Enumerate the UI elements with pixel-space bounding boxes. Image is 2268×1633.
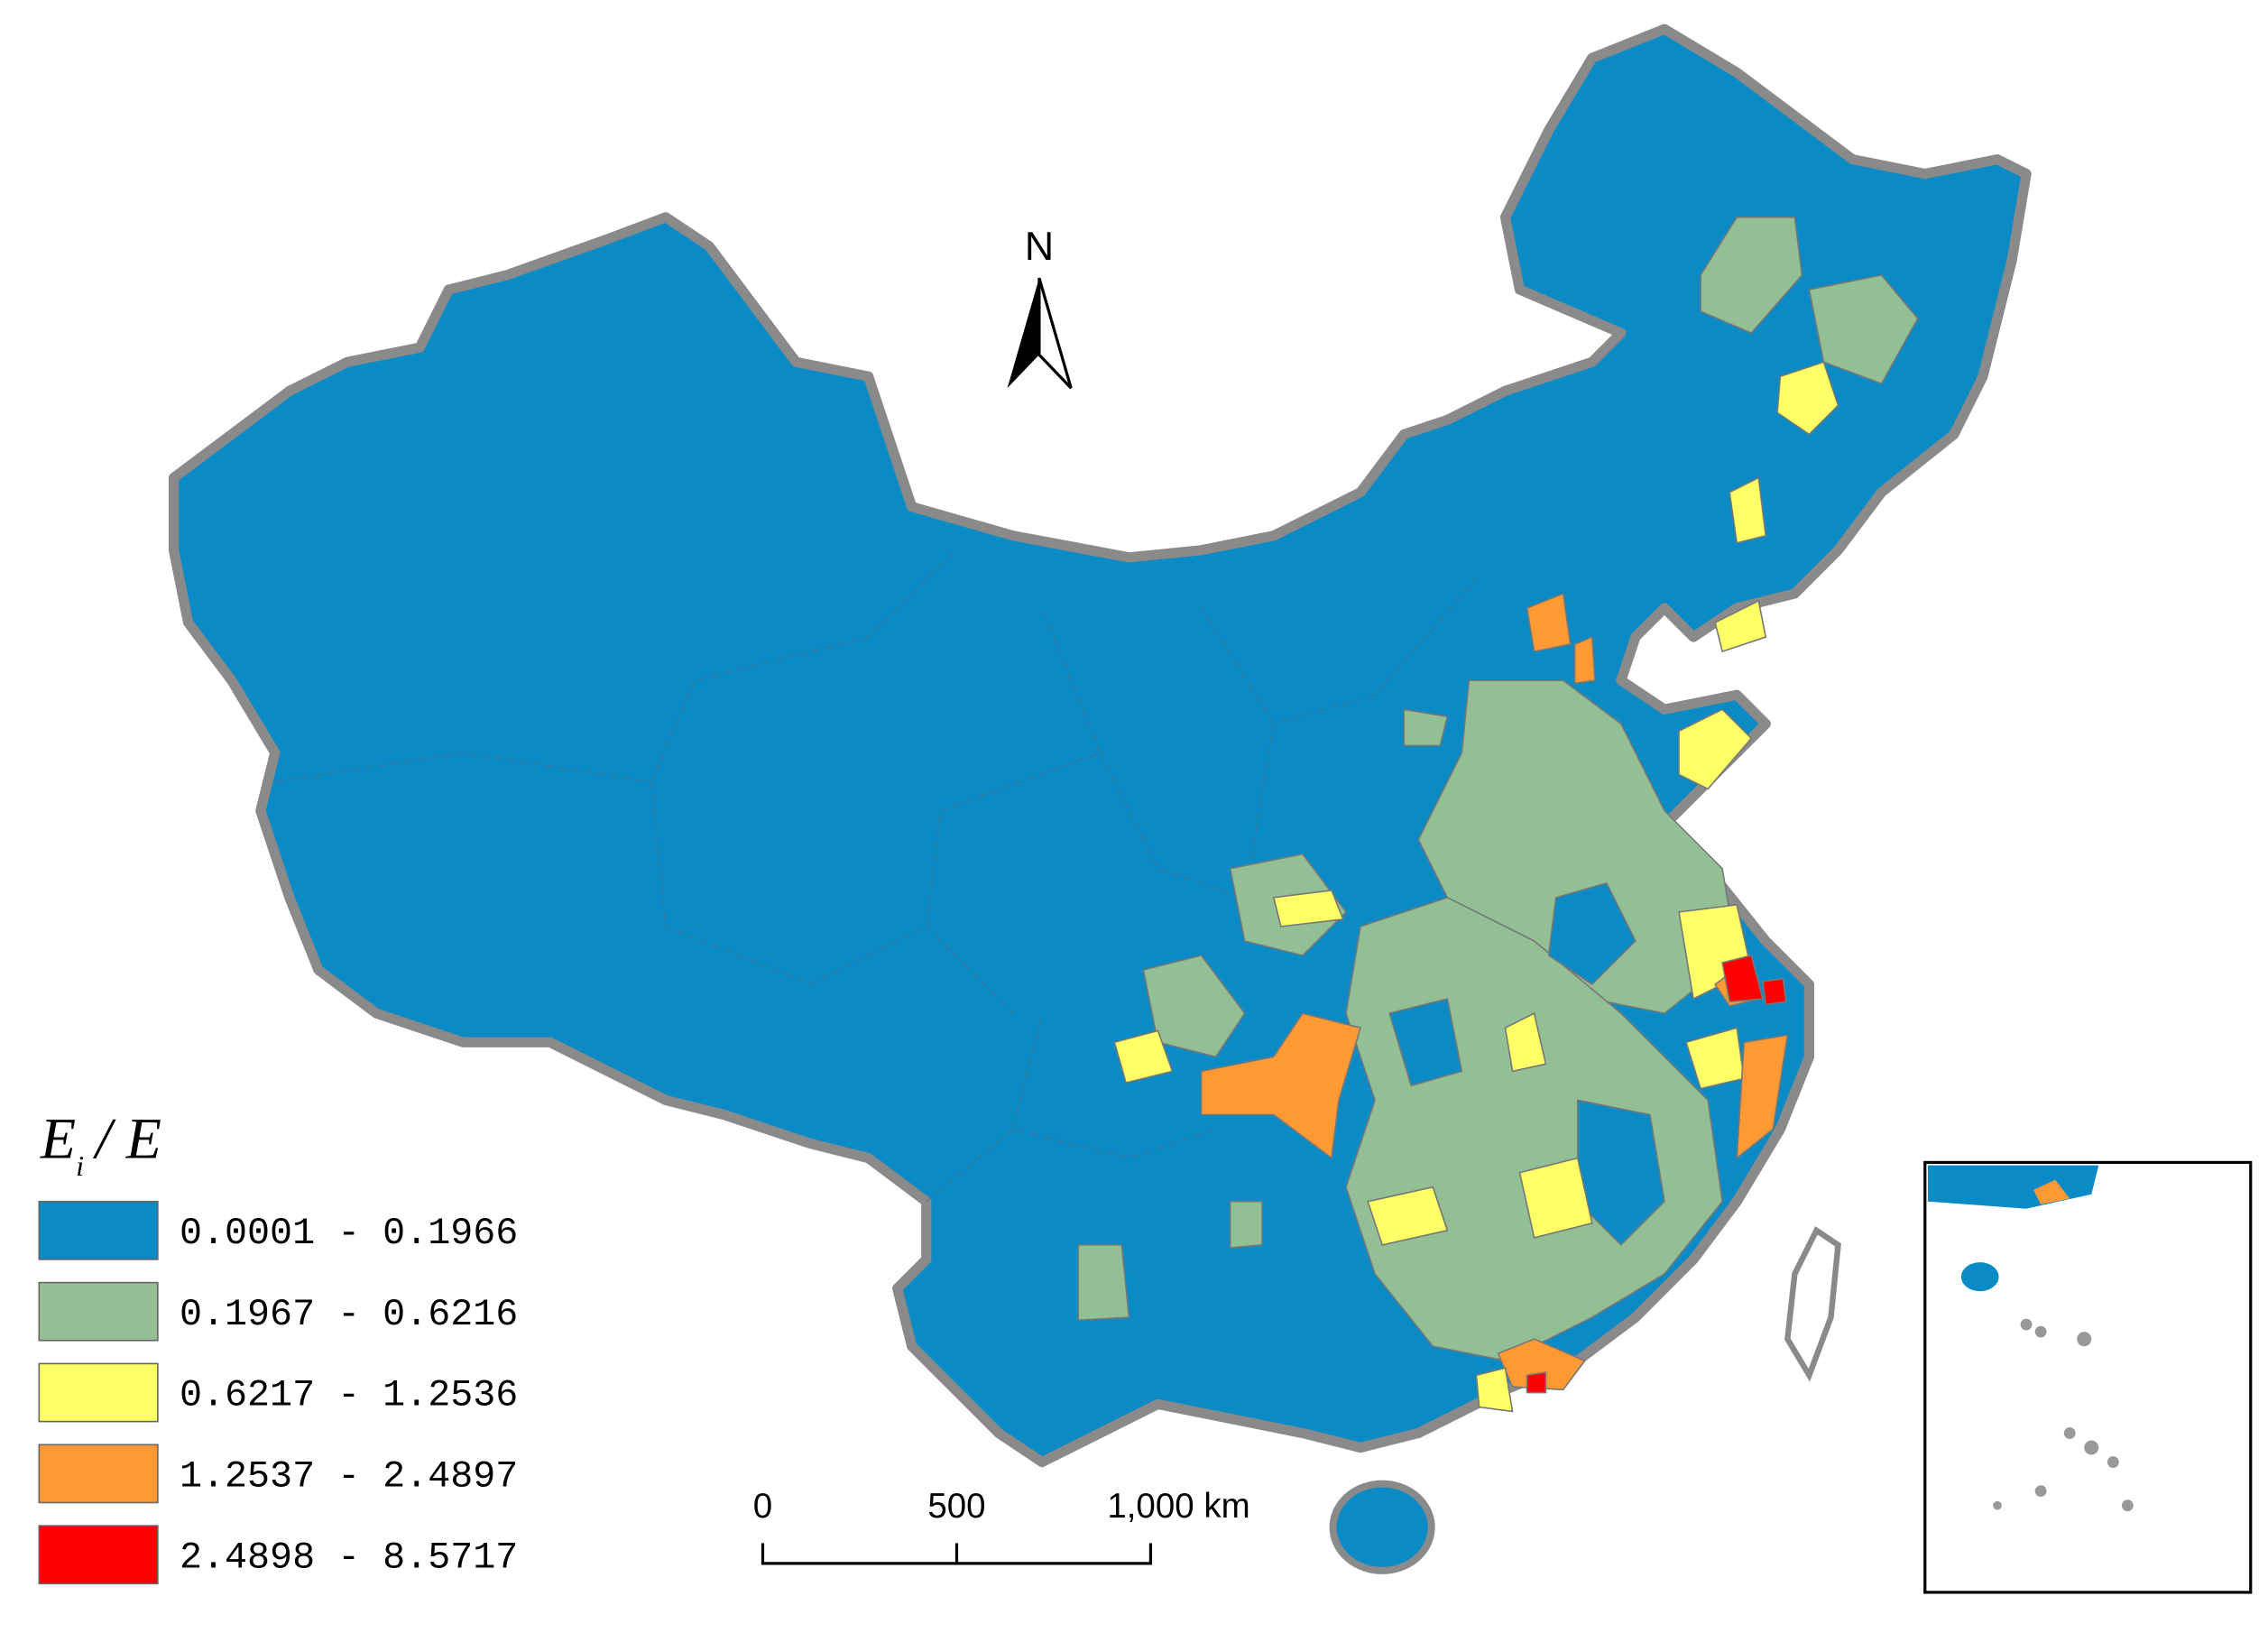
legend-label: 0.1967 - 0.6216 — [180, 1293, 518, 1336]
region — [1729, 476, 1767, 544]
legend-suffix: / E — [93, 1107, 161, 1171]
region — [1403, 708, 1449, 747]
legend-label: 0.6217 - 1.2536 — [180, 1374, 518, 1417]
inset-hainan — [1960, 1262, 1999, 1292]
region — [1526, 1371, 1547, 1394]
region — [1077, 1244, 1130, 1322]
inset-islands — [1993, 1318, 2134, 1512]
legend-symbol: E — [40, 1107, 76, 1171]
region — [1417, 679, 1738, 1015]
scale-label: 500 — [927, 1487, 985, 1526]
region — [1388, 998, 1463, 1087]
legend-swatch — [38, 1525, 159, 1585]
scale-label: 1,000 km — [1107, 1487, 1249, 1526]
region — [1142, 955, 1246, 1058]
region — [1808, 274, 1919, 385]
scale-bar: 0 500 1,000 km — [753, 1487, 1250, 1565]
region — [1721, 955, 1765, 1003]
hainan — [1329, 1480, 1435, 1574]
region — [1678, 708, 1753, 790]
taiwan — [1784, 1226, 1841, 1382]
region — [1504, 1012, 1547, 1073]
arrow-right — [1037, 277, 1073, 390]
legend-swatch — [38, 1362, 159, 1423]
legend: Ei / E 0.0001 - 0.1966 0.1967 - 0.6216 0.62… — [38, 1107, 518, 1585]
region — [1272, 889, 1344, 927]
legend-swatch — [38, 1200, 159, 1260]
scale-label: 0 — [753, 1487, 772, 1526]
north-label: N — [1025, 223, 1054, 269]
legend-label: 2.4898 - 8.5717 — [180, 1536, 518, 1579]
region — [1526, 592, 1572, 653]
legend-swatch — [38, 1281, 159, 1342]
region — [1367, 1186, 1449, 1246]
region — [1573, 635, 1596, 685]
region — [1736, 1034, 1789, 1160]
legend-subscript: i — [76, 1149, 84, 1182]
region — [1518, 1157, 1593, 1239]
region — [1200, 1012, 1362, 1160]
north-arrow: N — [1007, 223, 1073, 390]
arrow-left — [1007, 278, 1039, 389]
inset-region — [2033, 1179, 2070, 1204]
region — [1762, 977, 1787, 1006]
region — [1700, 217, 1803, 335]
province-border — [274, 549, 1478, 1203]
legend-label: 1.2537 - 2.4897 — [180, 1455, 518, 1499]
region — [1776, 361, 1839, 436]
inset — [1923, 1160, 2253, 1594]
legend-title: Ei / E — [40, 1107, 161, 1182]
region — [1497, 1338, 1587, 1391]
inset-frame — [1923, 1160, 2253, 1594]
region — [1113, 1029, 1174, 1084]
region — [1475, 1367, 1514, 1413]
region — [1229, 1200, 1263, 1249]
land — [168, 23, 2032, 1574]
legend-swatch — [38, 1444, 159, 1504]
region — [1547, 881, 1636, 986]
legend-label: 0.0001 - 0.1966 — [180, 1212, 518, 1255]
region — [1714, 599, 1767, 653]
